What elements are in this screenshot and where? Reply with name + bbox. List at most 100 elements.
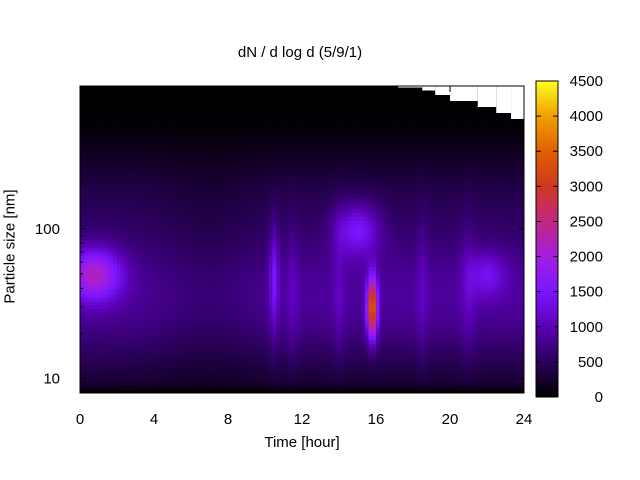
heatmap-cell (213, 181, 218, 187)
heatmap-cell (205, 89, 211, 95)
heatmap-cell (105, 216, 111, 221)
heatmap-cell (194, 116, 199, 122)
heatmap-cell (176, 224, 181, 229)
heatmap-cell (98, 212, 103, 218)
heatmap-cell (172, 312, 177, 317)
heatmap-cell (128, 93, 133, 99)
heatmap-cell (279, 254, 285, 260)
heatmap-cell (202, 224, 207, 229)
heatmap-cell (257, 143, 262, 148)
heatmap-cell (253, 277, 259, 283)
heatmap-cell (242, 189, 248, 195)
heatmap-cell (120, 170, 125, 175)
heatmap-cell (235, 101, 240, 106)
heatmap-cell (294, 335, 299, 340)
heatmap-cell (183, 312, 188, 317)
heatmap-cell (205, 105, 211, 110)
heatmap-cell (135, 193, 140, 198)
heatmap-cell (150, 170, 155, 175)
heatmap-cell (117, 105, 122, 110)
heatmap-cell (261, 385, 266, 390)
heatmap-cell (91, 281, 96, 287)
heatmap-cell (113, 231, 118, 237)
heatmap-cell (94, 350, 100, 356)
heatmap-cell (135, 358, 140, 363)
heatmap-cell (150, 258, 155, 264)
heatmap-cell (231, 293, 236, 298)
heatmap-cell (105, 158, 111, 164)
heatmap-cell (283, 93, 288, 99)
heatmap-cell (253, 369, 259, 375)
heatmap-cell (235, 208, 240, 214)
heatmap-cell (113, 251, 118, 256)
heatmap-cell (287, 93, 292, 99)
heatmap-cell (87, 204, 92, 210)
heatmap-cell (250, 170, 255, 175)
heatmap-cell (124, 254, 129, 260)
heatmap-cell (279, 335, 285, 340)
heatmap-cell (309, 312, 314, 317)
heatmap-cell (109, 254, 114, 260)
heatmap-cell (94, 208, 100, 214)
heatmap-cell (142, 285, 148, 290)
heatmap-cell (239, 147, 244, 152)
heatmap-cell (279, 216, 285, 221)
heatmap-cell (298, 132, 303, 137)
heatmap-cell (261, 316, 266, 321)
heatmap-cell (224, 281, 229, 287)
heatmap-cell (253, 354, 259, 360)
heatmap-cell (142, 389, 148, 393)
x-axis-label: Time [hour] (264, 434, 340, 451)
heatmap-cell (142, 124, 148, 129)
heatmap-cell (105, 124, 111, 129)
heatmap-cell (194, 366, 199, 371)
heatmap-cell (224, 362, 229, 367)
heatmap-cell (179, 170, 185, 175)
heatmap-cell (213, 105, 218, 110)
heatmap-cell (228, 385, 233, 390)
heatmap-cell (102, 208, 107, 214)
heatmap-cell (205, 373, 211, 379)
heatmap-cell (102, 143, 107, 148)
heatmap-cell (120, 231, 125, 237)
heatmap-cell (139, 220, 144, 225)
heatmap-cell (139, 366, 144, 371)
heatmap-cell (279, 239, 285, 244)
heatmap-cell (265, 189, 270, 195)
heatmap-cell (205, 350, 211, 356)
heatmap-cell (87, 155, 92, 160)
heatmap-cell (216, 358, 222, 363)
heatmap-cell (165, 174, 170, 179)
heatmap-cell (165, 251, 170, 256)
heatmap-cell (250, 93, 255, 99)
heatmap-cell (113, 285, 118, 290)
heatmap-cell (80, 316, 85, 321)
heatmap-cell (176, 358, 181, 363)
heatmap-cell (231, 346, 236, 352)
heatmap-cell (146, 116, 151, 122)
heatmap-cell (135, 212, 140, 218)
heatmap-cell (83, 320, 88, 325)
heatmap-cell (168, 216, 174, 221)
heatmap-cell (213, 369, 218, 375)
heatmap-cell (209, 185, 214, 191)
heatmap-cell (176, 208, 181, 214)
heatmap-cell (150, 339, 155, 344)
heatmap-cell (120, 350, 125, 356)
heatmap-cell (161, 97, 166, 102)
heatmap-cell (98, 86, 103, 91)
heatmap-cell (231, 274, 236, 279)
heatmap-cell (113, 297, 118, 302)
heatmap-cell (276, 354, 281, 360)
heatmap-cell (146, 362, 151, 367)
heatmap-cell (168, 105, 174, 110)
heatmap-cell (87, 369, 92, 375)
heatmap-cell (213, 139, 218, 145)
heatmap-cell (305, 112, 310, 118)
heatmap-cell (124, 366, 129, 371)
heatmap-cell (283, 369, 288, 375)
heatmap-cell (250, 86, 255, 91)
heatmap-cell (117, 389, 122, 393)
heatmap-cell (128, 124, 133, 129)
heatmap-cell (235, 358, 240, 363)
